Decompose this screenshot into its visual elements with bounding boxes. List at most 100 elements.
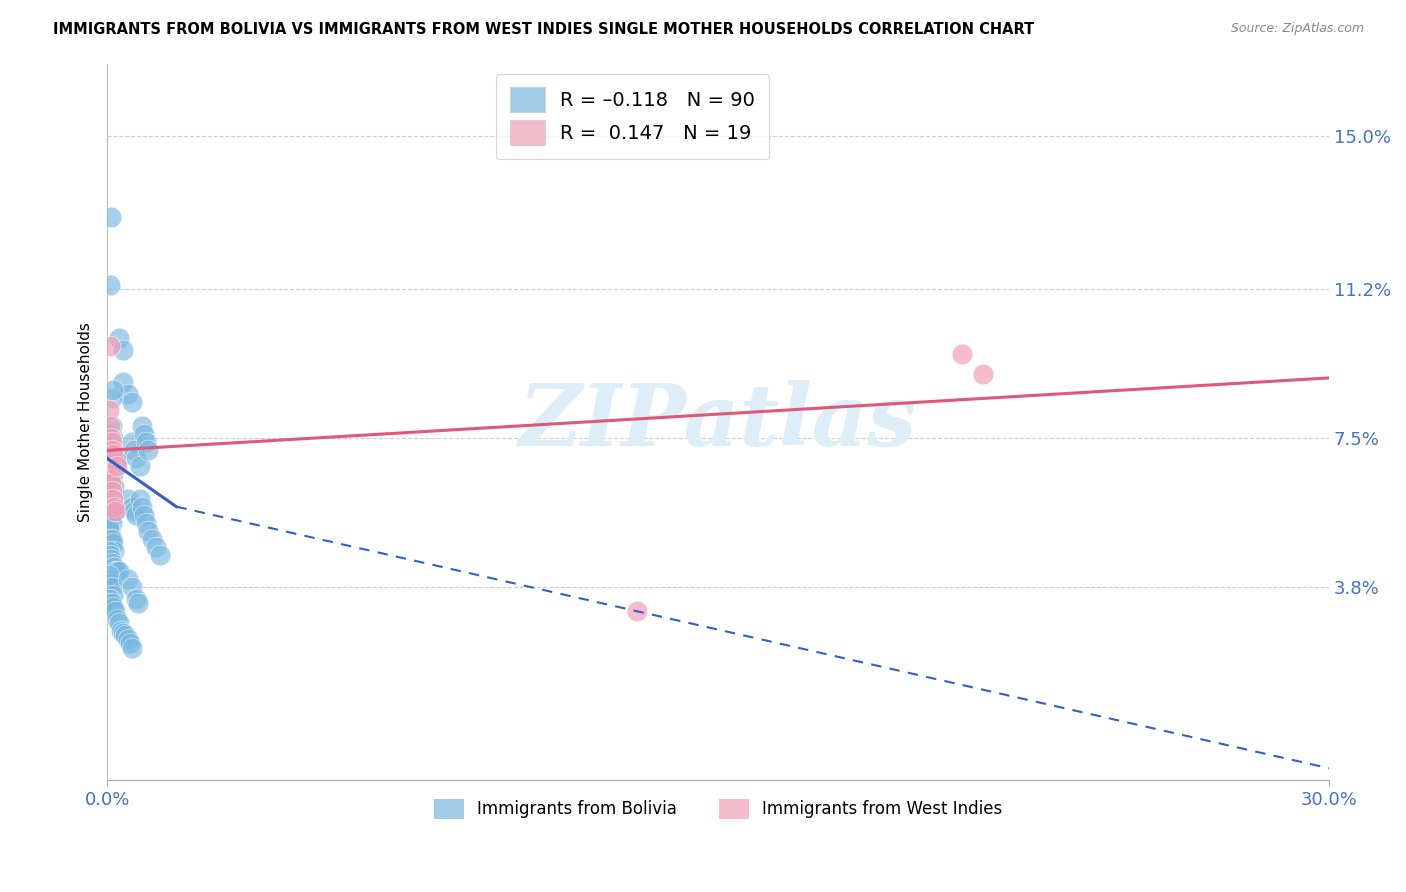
Point — [103, 491, 125, 506]
Point — [100, 459, 122, 474]
Point — [100, 512, 122, 526]
Point — [103, 544, 125, 558]
Point — [124, 508, 146, 522]
Point — [100, 210, 122, 224]
Point — [98, 403, 121, 417]
Point — [121, 395, 143, 409]
Point — [145, 540, 167, 554]
Point — [103, 500, 125, 514]
Point — [104, 604, 127, 618]
Point — [124, 592, 146, 607]
Point — [100, 451, 122, 466]
Point — [101, 556, 124, 570]
Point — [626, 604, 648, 618]
Point — [101, 580, 124, 594]
Point — [103, 500, 125, 514]
Point — [100, 439, 122, 453]
Point — [117, 572, 139, 586]
Point — [100, 471, 122, 485]
Point — [122, 504, 145, 518]
Point — [98, 520, 121, 534]
Point — [100, 339, 122, 353]
Y-axis label: Single Mother Households: Single Mother Households — [79, 322, 93, 522]
Point — [135, 516, 157, 530]
Point — [128, 459, 150, 474]
Point — [100, 419, 122, 434]
Legend: Immigrants from Bolivia, Immigrants from West Indies: Immigrants from Bolivia, Immigrants from… — [427, 792, 1010, 826]
Point — [100, 443, 122, 458]
Point — [104, 451, 127, 466]
Point — [112, 343, 135, 357]
Point — [101, 447, 124, 461]
Point — [103, 447, 125, 461]
Point — [98, 544, 121, 558]
Point — [100, 451, 122, 466]
Point — [141, 532, 163, 546]
Point — [105, 612, 128, 626]
Point — [101, 596, 124, 610]
Point — [127, 596, 149, 610]
Point — [117, 387, 139, 401]
Point — [121, 580, 143, 594]
Point — [121, 640, 143, 655]
Point — [121, 500, 143, 514]
Point — [100, 552, 122, 566]
Point — [103, 479, 125, 493]
Point — [105, 564, 128, 578]
Point — [132, 427, 155, 442]
Point — [98, 568, 121, 582]
Point — [98, 592, 121, 607]
Point — [101, 532, 124, 546]
Point — [108, 564, 131, 578]
Point — [135, 435, 157, 450]
Point — [136, 524, 159, 538]
Point — [117, 632, 139, 647]
Point — [100, 524, 122, 538]
Point — [149, 548, 172, 562]
Point — [112, 375, 135, 389]
Point — [100, 592, 122, 607]
Point — [105, 459, 128, 474]
Point — [100, 431, 122, 445]
Point — [131, 500, 153, 514]
Point — [100, 491, 122, 506]
Point — [124, 451, 146, 466]
Point — [117, 491, 139, 506]
Point — [101, 500, 124, 514]
Point — [110, 624, 132, 639]
Point — [100, 596, 122, 610]
Point — [101, 419, 124, 434]
Point — [103, 600, 125, 615]
Point — [100, 548, 122, 562]
Point — [100, 471, 122, 485]
Point — [108, 616, 131, 631]
Point — [132, 508, 155, 522]
Point — [100, 576, 122, 591]
Text: Source: ZipAtlas.com: Source: ZipAtlas.com — [1230, 22, 1364, 36]
Point — [100, 475, 122, 490]
Point — [108, 331, 131, 345]
Point — [103, 588, 125, 602]
Point — [103, 560, 125, 574]
Point — [104, 564, 127, 578]
Point — [112, 626, 135, 640]
Point — [104, 504, 127, 518]
Point — [131, 419, 153, 434]
Point — [100, 572, 122, 586]
Point — [101, 483, 124, 498]
Point — [105, 455, 128, 469]
Point — [122, 443, 145, 458]
Point — [101, 391, 124, 405]
Point — [103, 491, 125, 506]
Point — [101, 516, 124, 530]
Point — [103, 560, 125, 574]
Point — [972, 367, 994, 381]
Point — [100, 278, 122, 293]
Point — [103, 536, 125, 550]
Point — [98, 427, 121, 442]
Point — [103, 443, 125, 458]
Point — [114, 628, 136, 642]
Point — [103, 383, 125, 397]
Point — [101, 475, 124, 490]
Point — [104, 504, 127, 518]
